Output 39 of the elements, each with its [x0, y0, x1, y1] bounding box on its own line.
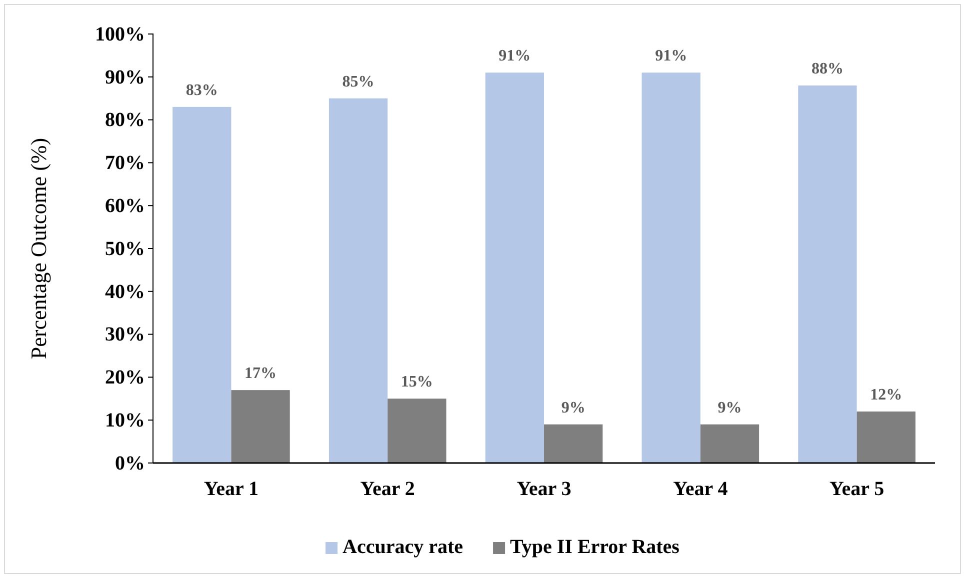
data-label: 12%: [870, 386, 902, 404]
legend-label: Accuracy rate: [342, 536, 464, 558]
y-tick-label: 20%: [105, 366, 145, 389]
data-label: 85%: [342, 73, 374, 90]
bar: [700, 424, 760, 463]
y-tick-label: 50%: [105, 238, 145, 260]
data-label: 83%: [186, 82, 218, 99]
bar: [388, 398, 446, 463]
y-tick-label: 70%: [105, 152, 145, 174]
y-tick-label: 60%: [105, 195, 145, 217]
data-label: 91%: [655, 48, 688, 65]
legend-label: Type II Error Rates: [510, 536, 680, 558]
x-tick-label: Year 1: [204, 478, 259, 500]
bar: [642, 72, 700, 463]
bar: [856, 412, 916, 463]
data-label: 15%: [400, 374, 433, 391]
x-tick-label: Year 4: [673, 478, 728, 500]
y-tick-label: 30%: [105, 324, 145, 346]
bar: [172, 106, 232, 463]
x-tick-label: Year 3: [516, 478, 572, 500]
bar: [485, 72, 544, 463]
y-tick-label: 40%: [105, 280, 145, 303]
bar: [328, 98, 388, 463]
x-tick-label: Year 2: [360, 478, 415, 500]
bar: [798, 85, 857, 463]
y-tick-label: 10%: [105, 410, 145, 432]
data-label: 9%: [718, 399, 742, 416]
data-label: 91%: [498, 48, 531, 65]
data-label: 9%: [561, 399, 586, 416]
y-tick-label: 100%: [95, 23, 145, 46]
bar: [231, 390, 290, 463]
bar: [544, 424, 603, 463]
y-tick-label: 0%: [115, 452, 145, 474]
x-tick-label: Year 5: [829, 478, 884, 500]
y-tick-label: 80%: [105, 109, 145, 132]
data-label: 88%: [811, 60, 844, 78]
y-tick-label: 90%: [105, 66, 145, 88]
data-label: 17%: [244, 365, 277, 382]
y-axis-title: Percentage Outcome (%): [26, 138, 51, 360]
